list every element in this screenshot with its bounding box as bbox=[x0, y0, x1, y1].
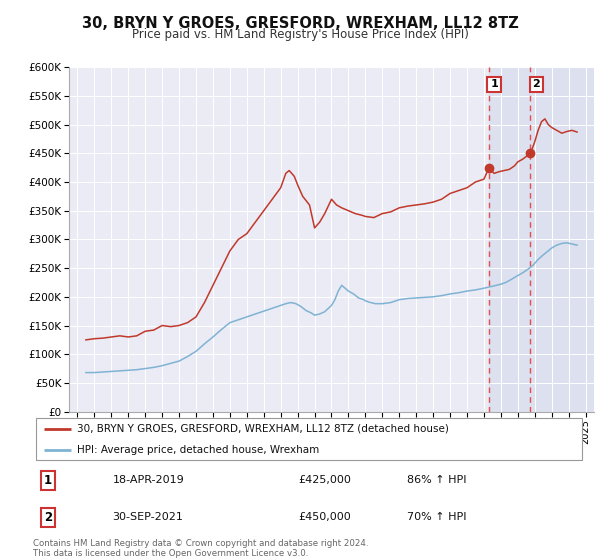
Text: 18-APR-2019: 18-APR-2019 bbox=[112, 475, 184, 485]
Bar bbox=[489, 67, 594, 412]
Text: HPI: Average price, detached house, Wrexham: HPI: Average price, detached house, Wrex… bbox=[77, 445, 319, 455]
Text: 2: 2 bbox=[44, 511, 52, 524]
Text: 30, BRYN Y GROES, GRESFORD, WREXHAM, LL12 8TZ: 30, BRYN Y GROES, GRESFORD, WREXHAM, LL1… bbox=[82, 16, 518, 31]
FancyBboxPatch shape bbox=[36, 418, 582, 460]
Text: 70% ↑ HPI: 70% ↑ HPI bbox=[407, 512, 467, 522]
Text: £450,000: £450,000 bbox=[298, 512, 351, 522]
Text: £425,000: £425,000 bbox=[298, 475, 351, 485]
Text: Price paid vs. HM Land Registry's House Price Index (HPI): Price paid vs. HM Land Registry's House … bbox=[131, 28, 469, 41]
Text: Contains HM Land Registry data © Crown copyright and database right 2024.: Contains HM Land Registry data © Crown c… bbox=[33, 539, 368, 548]
Text: 30, BRYN Y GROES, GRESFORD, WREXHAM, LL12 8TZ (detached house): 30, BRYN Y GROES, GRESFORD, WREXHAM, LL1… bbox=[77, 424, 449, 434]
Text: 1: 1 bbox=[490, 80, 498, 90]
Text: 1: 1 bbox=[44, 474, 52, 487]
Text: 86% ↑ HPI: 86% ↑ HPI bbox=[407, 475, 467, 485]
Text: This data is licensed under the Open Government Licence v3.0.: This data is licensed under the Open Gov… bbox=[33, 549, 308, 558]
Text: 30-SEP-2021: 30-SEP-2021 bbox=[112, 512, 184, 522]
Text: 2: 2 bbox=[533, 80, 540, 90]
